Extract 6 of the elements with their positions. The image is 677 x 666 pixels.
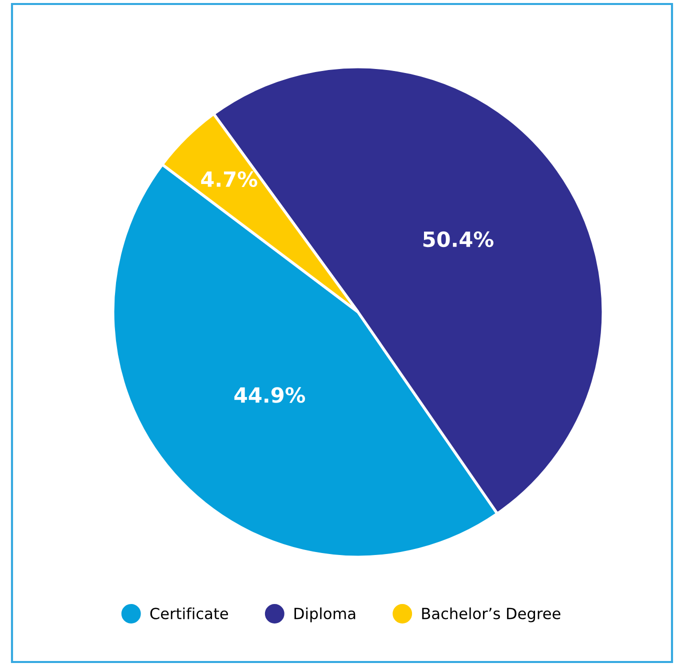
- data-label: 44.9%: [234, 387, 306, 403]
- data-label: 4.7%: [201, 171, 258, 188]
- legend-label: Diploma: [294, 607, 356, 622]
- legend-label: Bachelor’s Degree: [422, 607, 560, 622]
- legend-label: Certificate: [150, 607, 228, 620]
- data-label: 50.4%: [423, 231, 494, 248]
